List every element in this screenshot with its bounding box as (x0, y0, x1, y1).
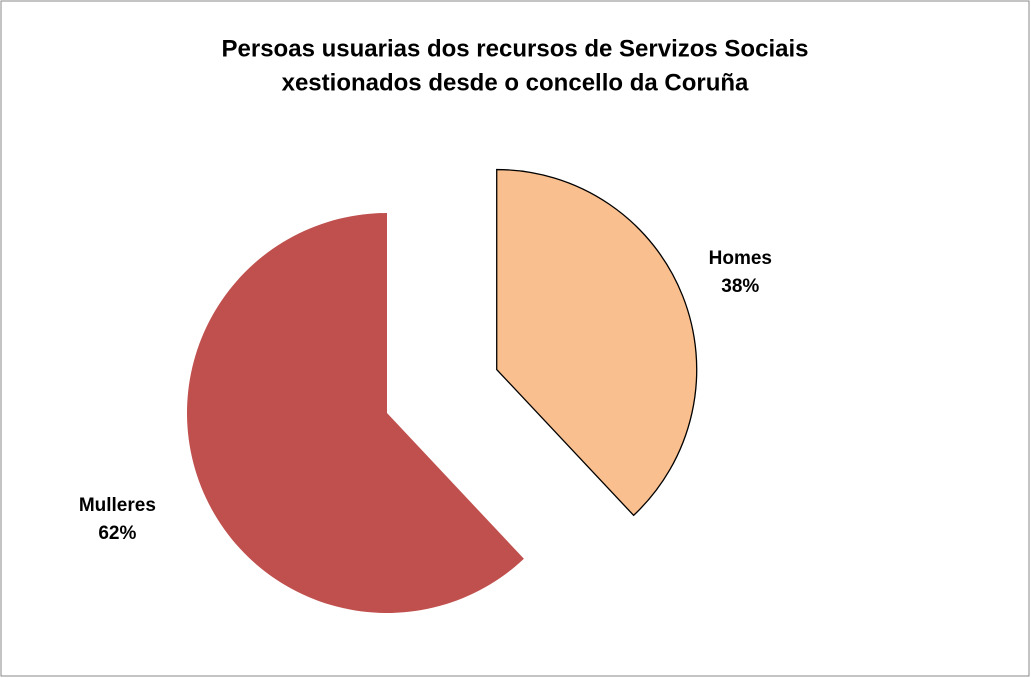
pie-slice (187, 212, 524, 613)
chart-title: xestionados desde o concello da Coruña (282, 69, 749, 96)
slice-value-label: 38% (721, 276, 759, 297)
slice-label: Homes (709, 248, 772, 269)
slice-value-label: 62% (98, 523, 136, 544)
slice-label: Mulleres (79, 495, 156, 516)
chart-title: Persoas usuarias dos recursos de Servizo… (222, 35, 809, 62)
pie-slice (496, 168, 698, 517)
